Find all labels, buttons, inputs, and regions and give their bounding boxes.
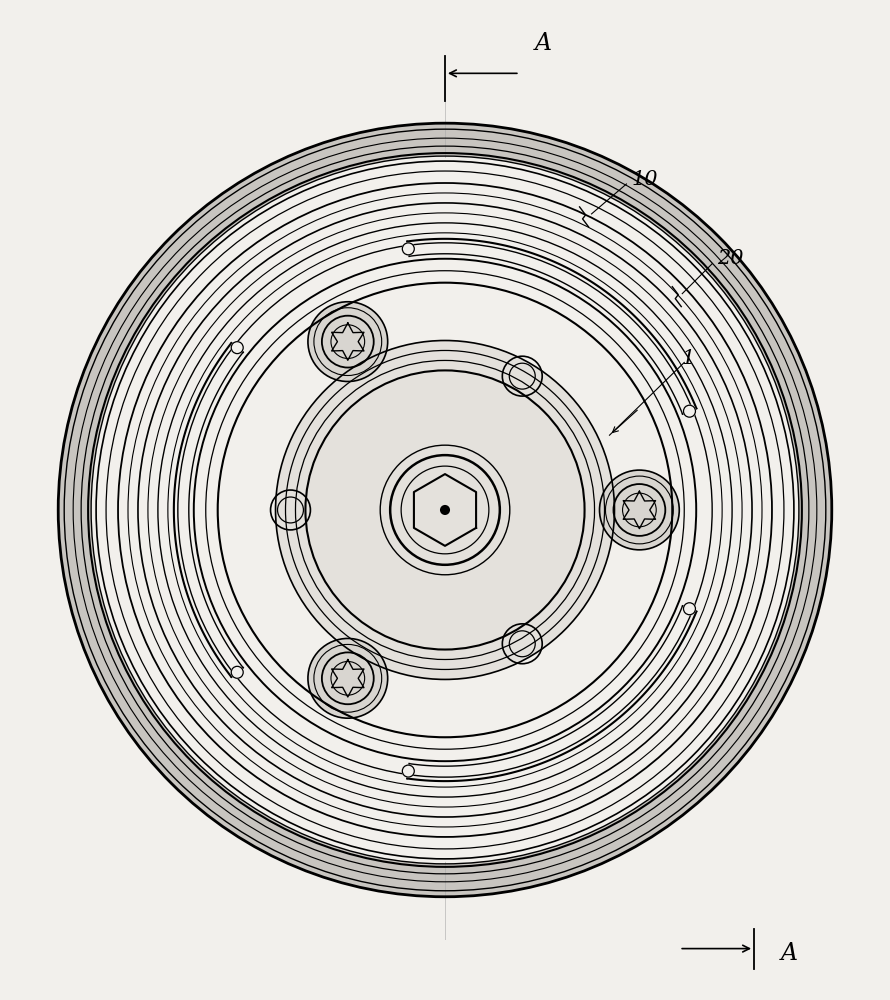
Text: 20: 20 <box>717 249 744 268</box>
Circle shape <box>684 603 695 615</box>
Circle shape <box>91 156 799 864</box>
Circle shape <box>231 342 243 354</box>
Text: A: A <box>781 942 798 965</box>
Circle shape <box>308 638 388 718</box>
Circle shape <box>684 405 695 417</box>
Text: 1: 1 <box>681 349 694 368</box>
Circle shape <box>402 765 414 777</box>
Circle shape <box>441 506 449 514</box>
Circle shape <box>231 666 243 678</box>
Circle shape <box>276 340 614 679</box>
Circle shape <box>58 123 832 897</box>
Text: A: A <box>535 32 552 55</box>
Circle shape <box>402 243 414 255</box>
Circle shape <box>308 302 388 381</box>
Circle shape <box>600 470 679 550</box>
Text: 10: 10 <box>631 170 658 189</box>
Circle shape <box>93 158 797 862</box>
